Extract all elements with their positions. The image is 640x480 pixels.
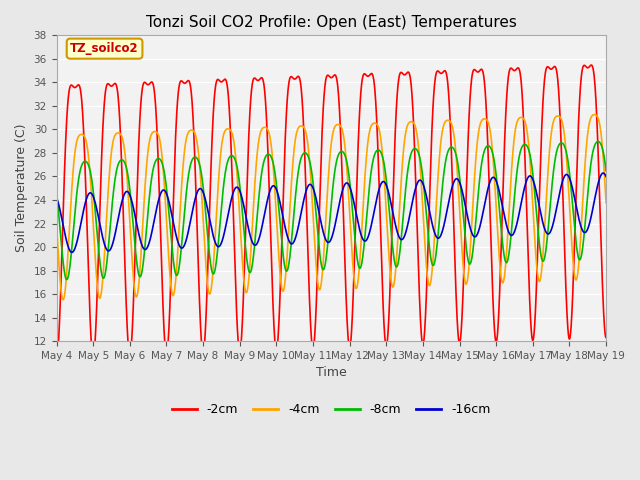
-2cm — [588, 62, 595, 68]
-4cm — [602, 200, 610, 205]
-4cm — [60, 297, 67, 302]
-8cm — [486, 144, 493, 149]
Line: -16cm: -16cm — [56, 173, 606, 252]
-4cm — [591, 112, 598, 118]
-8cm — [81, 158, 89, 164]
-16cm — [486, 180, 493, 186]
-16cm — [600, 170, 607, 176]
-2cm — [320, 97, 328, 103]
-2cm — [485, 184, 493, 190]
Line: -8cm: -8cm — [56, 142, 606, 279]
Line: -2cm: -2cm — [56, 65, 606, 359]
-16cm — [586, 217, 594, 223]
-8cm — [595, 139, 602, 144]
-2cm — [586, 63, 594, 69]
-4cm — [306, 157, 314, 163]
-2cm — [586, 63, 594, 69]
-4cm — [486, 124, 493, 130]
-16cm — [306, 181, 314, 187]
-16cm — [586, 218, 594, 224]
-2cm — [52, 356, 60, 362]
-4cm — [52, 221, 60, 227]
-16cm — [81, 202, 89, 208]
Y-axis label: Soil Temperature (C): Soil Temperature (C) — [15, 124, 28, 252]
-2cm — [602, 335, 610, 340]
X-axis label: Time: Time — [316, 366, 347, 380]
-8cm — [586, 165, 594, 170]
-4cm — [586, 117, 594, 123]
-8cm — [602, 168, 610, 174]
Title: Tonzi Soil CO2 Profile: Open (East) Temperatures: Tonzi Soil CO2 Profile: Open (East) Temp… — [146, 15, 516, 30]
-16cm — [320, 232, 328, 238]
-4cm — [586, 116, 594, 122]
-2cm — [305, 288, 313, 294]
-2cm — [81, 151, 88, 157]
-4cm — [320, 247, 328, 253]
-8cm — [52, 189, 60, 195]
Line: -4cm: -4cm — [56, 115, 606, 300]
-8cm — [320, 266, 328, 272]
-8cm — [586, 167, 594, 173]
-4cm — [81, 134, 89, 140]
-8cm — [306, 157, 314, 163]
-16cm — [68, 250, 76, 255]
-16cm — [52, 195, 60, 201]
Text: TZ_soilco2: TZ_soilco2 — [70, 42, 139, 55]
-8cm — [63, 276, 70, 282]
Legend: -2cm, -4cm, -8cm, -16cm: -2cm, -4cm, -8cm, -16cm — [167, 398, 496, 421]
-16cm — [602, 174, 610, 180]
